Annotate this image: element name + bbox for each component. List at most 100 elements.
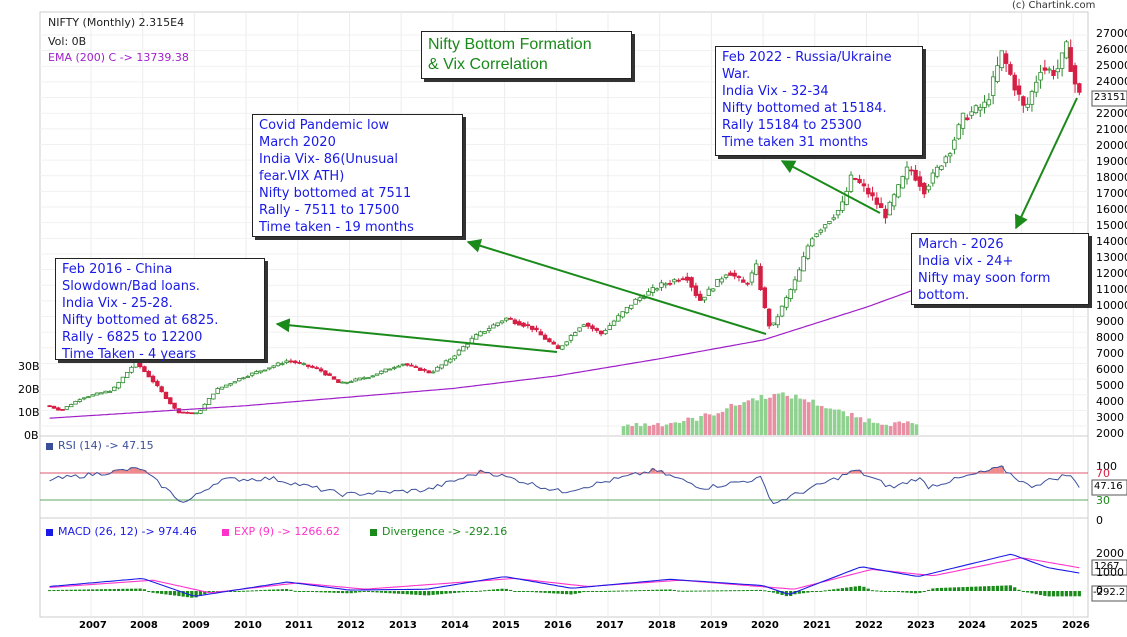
divergence-bar: [414, 591, 418, 595]
candle-body: [413, 366, 419, 368]
candle-body: [891, 194, 897, 207]
divergence-bar: [138, 588, 142, 591]
symbol-label: NIFTY (Monthly) 2.315E4: [48, 16, 185, 29]
price-tick: 9000: [1096, 315, 1124, 328]
divergence-bar: [711, 590, 715, 592]
ema-label: EMA (200) C -> 13739.38: [48, 51, 189, 64]
candle-body: [934, 166, 940, 177]
volume-bar: [656, 423, 660, 435]
volume-bar: [707, 414, 712, 435]
divergence-bar: [849, 587, 853, 591]
note-line: March - 2026: [918, 237, 1004, 252]
divergence-bar: [875, 590, 879, 592]
divergence-bar: [246, 590, 250, 592]
divergence-bar: [586, 591, 590, 592]
candle-body: [155, 380, 160, 387]
candle-body: [990, 76, 996, 96]
candle-body: [995, 65, 1000, 82]
candle-body: [215, 388, 220, 394]
divergence-bar: [336, 591, 340, 593]
divergence-bar: [151, 591, 155, 593]
divergence-bar: [685, 590, 689, 592]
volume-bar: [888, 426, 893, 435]
divergence-bar: [500, 588, 504, 591]
candle-body: [917, 176, 923, 187]
divergence-bar: [810, 591, 814, 593]
divergence-bar: [569, 591, 573, 595]
divergence-bar: [814, 591, 819, 592]
volume-bar: [712, 415, 716, 435]
divergence-bar: [530, 591, 534, 593]
candle-body: [176, 408, 182, 414]
divergence-bar: [272, 589, 276, 591]
volume-bar: [746, 400, 751, 435]
note-feb2016: Feb 2016 - China Slowdown/Bad loans. Ind…: [55, 258, 265, 362]
year-tick: 2022: [855, 620, 883, 631]
divergence-bar: [1077, 591, 1081, 597]
candle-body: [736, 276, 742, 278]
rsi-overbought-fill: [112, 470, 117, 473]
divergence-bar: [797, 591, 801, 594]
divergence-bar: [280, 589, 284, 591]
candle-body: [1012, 74, 1017, 91]
year-tick: 2010: [234, 620, 262, 631]
year-tick: 2013: [389, 620, 417, 631]
volume-bar: [742, 402, 746, 435]
candle-body: [1021, 96, 1026, 106]
divergence-bar: [970, 586, 974, 591]
divergence-bar: [832, 589, 836, 591]
rsi-tick: 100: [1096, 460, 1117, 473]
divergence-bar: [888, 591, 892, 592]
divergence-bar: [995, 585, 1000, 591]
divergence-bar: [65, 589, 69, 591]
rsi-overbought-fill: [120, 469, 126, 473]
macd-legend: MACD (26, 12) -> 974.46: [46, 525, 197, 538]
candle-body: [784, 297, 789, 308]
candle-body: [1055, 68, 1060, 73]
divergence-bar: [681, 590, 685, 592]
macd-exp-last-label: 1267: [1094, 561, 1120, 572]
divergence-bar: [353, 591, 358, 593]
candle-body: [456, 349, 462, 356]
candle-body: [521, 322, 526, 327]
candle-body: [538, 331, 543, 336]
divergence-bar: [521, 591, 526, 592]
divergence-bar: [48, 590, 52, 592]
divergence-bar: [207, 591, 211, 593]
rsi-legend-text: RSI (14) -> 47.15: [58, 439, 154, 452]
divergence-bar: [901, 591, 905, 593]
divergence-bar: [823, 590, 827, 592]
volume-bar: [828, 408, 833, 435]
divergence-bar: [379, 591, 383, 593]
candle-body: [318, 368, 324, 372]
candle-body: [685, 276, 690, 281]
volume-bar: [634, 423, 639, 435]
divergence-bar: [978, 586, 982, 591]
candle-body: [1003, 53, 1009, 64]
divergence-bar: [345, 591, 349, 594]
candle-body: [323, 370, 328, 376]
volume-bar: [880, 424, 884, 435]
divergence-bar: [1038, 591, 1043, 596]
arrow-2026-to-note: [1015, 97, 1078, 230]
candle-body: [56, 407, 61, 411]
divergence-bar: [565, 591, 569, 595]
volume-bar: [858, 417, 863, 435]
divergence-bar: [457, 591, 461, 593]
candle-body: [137, 361, 143, 368]
divergence-bar: [366, 591, 371, 592]
candle-body: [853, 177, 858, 180]
divergence-bar: [724, 590, 728, 592]
divergence-bar: [702, 590, 707, 592]
candle-body: [801, 256, 806, 272]
volume-label: Vol: 0B: [48, 35, 87, 48]
candle-body: [288, 360, 294, 363]
note-line: India Vix- 86(Unusual: [259, 152, 398, 167]
rsi-last-label: 47.16: [1094, 481, 1123, 492]
divergence-bar: [745, 590, 750, 592]
divergence-bar: [733, 590, 737, 592]
candle-body: [577, 327, 582, 332]
divergence-bar: [728, 590, 732, 592]
divergence-bar: [840, 588, 844, 591]
candle-body: [465, 343, 470, 348]
